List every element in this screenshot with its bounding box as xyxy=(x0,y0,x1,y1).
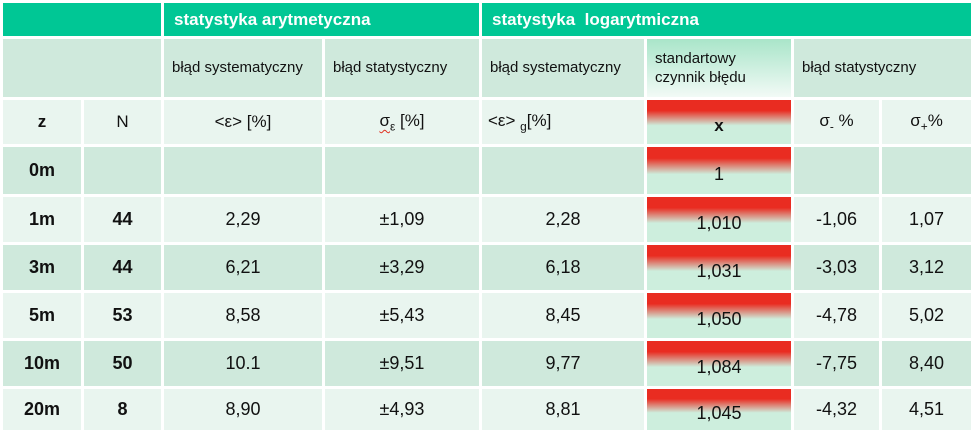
cell-log-sys: 8,45 xyxy=(482,293,644,338)
cell-arith-sys: 2,29 xyxy=(164,197,322,242)
cell-x: 1,045 xyxy=(647,389,791,430)
symbol-header-row: z N <ε> [%] σε [%] <ε> g[%] x σ- % σ+% xyxy=(3,100,972,144)
cell-sigma-plus: 1,07 xyxy=(882,197,972,242)
cell-sigma-minus: -7,75 xyxy=(794,341,879,386)
cell-sigma-minus: -4,32 xyxy=(794,389,879,430)
cell-arith-sys xyxy=(164,147,322,194)
cell-sigma-minus: -1,06 xyxy=(794,197,879,242)
cell-n: 44 xyxy=(84,245,161,290)
cell-n: 44 xyxy=(84,197,161,242)
cell-x: 1 xyxy=(647,147,791,194)
subheader-log-systematic: błąd systematyczny xyxy=(482,39,644,97)
cell-sigma-plus: 3,12 xyxy=(882,245,972,290)
cell-n: 53 xyxy=(84,293,161,338)
column-header-sigma-minus: σ- % xyxy=(794,100,879,144)
cell-arith-stat: ±9,51 xyxy=(325,341,479,386)
table-row-10m: 10m 50 10.1 ±9,51 9,77 1,084 -7,75 8,40 xyxy=(3,341,972,386)
header-arithmetic-label: statystyka arytmetyczna xyxy=(174,9,371,29)
column-header-mean-eps: <ε> [%] xyxy=(164,100,322,144)
cell-n: 50 xyxy=(84,341,161,386)
cell-log-sys: 8,81 xyxy=(482,389,644,430)
group-header-row: statystyka arytmetyczna statystyka logar… xyxy=(3,3,972,36)
subheader-arith-statistical: błąd statystyczny xyxy=(325,39,479,97)
cell-arith-stat: ±3,29 xyxy=(325,245,479,290)
cell-arith-stat: ±1,09 xyxy=(325,197,479,242)
column-header-x: x xyxy=(647,100,791,144)
cell-sigma-plus xyxy=(882,147,972,194)
cell-z: 0m xyxy=(3,147,81,194)
table-row-1m: 1m 44 2,29 ±1,09 2,28 1,010 -1,06 1,07 xyxy=(3,197,972,242)
cell-sigma-plus: 4,51 xyxy=(882,389,972,430)
subheader-blank-cell xyxy=(3,39,161,97)
cell-n: 8 xyxy=(84,389,161,430)
cell-arith-sys: 10.1 xyxy=(164,341,322,386)
cell-arith-sys: 6,21 xyxy=(164,245,322,290)
cell-log-sys: 6,18 xyxy=(482,245,644,290)
cell-z: 3m xyxy=(3,245,81,290)
cell-log-sys: 9,77 xyxy=(482,341,644,386)
header-arithmetic-stats: statystyka arytmetyczna xyxy=(164,3,479,36)
cell-x: 1,010 xyxy=(647,197,791,242)
table-row-20m: 20m 8 8,90 ±4,93 8,81 1,045 -4,32 4,51 xyxy=(3,389,972,430)
column-header-sigma-plus: σ+% xyxy=(882,100,972,144)
column-header-n: N xyxy=(84,100,161,144)
cell-x: 1,084 xyxy=(647,341,791,386)
cell-x: 1,050 xyxy=(647,293,791,338)
table-row-3m: 3m 44 6,21 ±3,29 6,18 1,031 -3,03 3,12 xyxy=(3,245,972,290)
sub-header-row: błąd systematyczny błąd statystyczny błą… xyxy=(3,39,972,97)
header-logarithmic-label: statystyka logarytmiczna xyxy=(492,9,699,29)
subheader-log-statistical: błąd statystyczny xyxy=(794,39,972,97)
column-header-sigma-eps: σε [%] xyxy=(325,100,479,144)
sigma-eps-symbol: σε xyxy=(379,110,396,134)
cell-z: 1m xyxy=(3,197,81,242)
cell-n xyxy=(84,147,161,194)
subheader-std-error-factor: standartowy czynnik błędu xyxy=(647,39,791,97)
column-header-z: z xyxy=(3,100,81,144)
cell-arith-stat xyxy=(325,147,479,194)
cell-sigma-minus: -3,03 xyxy=(794,245,879,290)
cell-arith-stat: ±5,43 xyxy=(325,293,479,338)
cell-arith-stat: ±4,93 xyxy=(325,389,479,430)
cell-arith-sys: 8,58 xyxy=(164,293,322,338)
header-corner-cell xyxy=(3,3,161,36)
cell-sigma-plus: 5,02 xyxy=(882,293,972,338)
cell-sigma-minus xyxy=(794,147,879,194)
cell-x: 1,031 xyxy=(647,245,791,290)
subheader-arith-systematic: błąd systematyczny xyxy=(164,39,322,97)
cell-sigma-plus: 8,40 xyxy=(882,341,972,386)
cell-z: 20m xyxy=(3,389,81,430)
cell-z: 10m xyxy=(3,341,81,386)
cell-sigma-minus: -4,78 xyxy=(794,293,879,338)
table-row-5m: 5m 53 8,58 ±5,43 8,45 1,050 -4,78 5,02 xyxy=(3,293,972,338)
column-header-mean-eps-g: <ε> g[%] xyxy=(482,100,644,144)
cell-arith-sys: 8,90 xyxy=(164,389,322,430)
header-logarithmic-stats: statystyka logarytmiczna xyxy=(482,3,972,36)
cell-log-sys: 2,28 xyxy=(482,197,644,242)
cell-log-sys xyxy=(482,147,644,194)
cell-z: 5m xyxy=(3,293,81,338)
table-row-0m: 0m 1 xyxy=(3,147,972,194)
